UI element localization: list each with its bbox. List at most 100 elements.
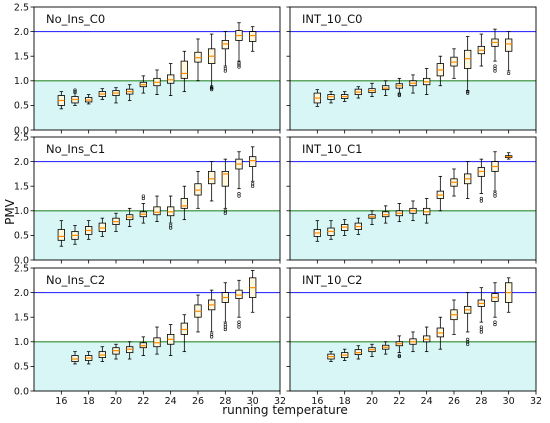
box-19	[98, 346, 106, 362]
box-16	[313, 89, 321, 107]
y-tick-label: 1.0	[14, 206, 29, 217]
box-30	[505, 152, 513, 160]
outlier-point	[479, 196, 483, 201]
box-25	[180, 314, 188, 353]
box-23	[409, 331, 417, 353]
box-22	[139, 336, 147, 356]
box-26	[450, 168, 458, 197]
box-29	[491, 28, 499, 73]
box-iqr	[167, 74, 175, 84]
box-26	[194, 294, 202, 333]
box-18	[85, 351, 93, 365]
y-tick-label: 2.5	[14, 263, 29, 274]
panel-frame	[289, 136, 537, 261]
x-tick-label: 22	[393, 396, 405, 407]
box-19	[98, 88, 106, 100]
box-26	[194, 38, 202, 82]
x-tick-label: 16	[55, 396, 67, 407]
panel-no-ins-c2: No_Ins_C2 0.0 0.5 1.0 1.5 2.0 2.5 16 18 20 22 24 26 2…	[14, 263, 286, 407]
box-22	[139, 194, 147, 224]
box-30	[249, 270, 257, 313]
x-tick-label: 32	[274, 396, 286, 407]
panel-int-10-c2: INT_10_C2 16 18 20 22 24 26 28 30 32	[286, 267, 542, 407]
x-tick-label: 18	[83, 396, 95, 407]
panel-frame	[289, 6, 537, 131]
box-16	[313, 220, 321, 242]
panel-int-10-c0: INT_10_C0	[286, 6, 537, 134]
box-17	[71, 351, 79, 365]
box-19	[354, 345, 362, 360]
box-24	[167, 195, 175, 230]
outlier-point	[466, 337, 470, 341]
x-tick-label: 30	[247, 396, 259, 407]
box-21	[126, 341, 134, 360]
panel-title: No_Ins_C1	[46, 142, 105, 156]
box-23	[409, 74, 417, 94]
box-iqr	[180, 60, 188, 79]
box-29	[491, 151, 499, 198]
outlier-point	[479, 325, 483, 329]
x-axis-label: running temperature	[222, 403, 348, 417]
box-27	[464, 292, 472, 346]
x-tick-label: 20	[366, 396, 378, 407]
box-16	[57, 91, 65, 110]
box-28	[221, 282, 229, 332]
box-29	[235, 279, 243, 329]
box-26	[450, 299, 458, 335]
x-tick-label: 24	[165, 396, 177, 407]
panel-title: INT_10_C1	[302, 142, 363, 156]
x-tick-label: 26	[448, 396, 460, 407]
y-tick-label: 0.0	[14, 255, 29, 266]
box-24	[423, 326, 431, 353]
box-16	[57, 220, 65, 247]
box-23	[153, 326, 161, 355]
box-iqr	[180, 198, 188, 209]
box-28	[477, 33, 485, 67]
box-21	[382, 205, 390, 224]
box-26	[450, 48, 458, 79]
outlier-point	[493, 191, 497, 196]
box-iqr	[235, 289, 243, 299]
panel-no-ins-c0: No_Ins_C0 0.0 0.5 1.0 1.5 2.0 2.5	[14, 2, 281, 136]
x-tick-label: 16	[311, 396, 323, 407]
box-25	[180, 50, 188, 93]
y-tick-label: 1.0	[14, 76, 29, 87]
box-21	[126, 207, 134, 227]
outlier-point	[397, 92, 401, 97]
x-tick-label: 20	[110, 396, 122, 407]
outlier-point	[251, 182, 255, 186]
outlier-point	[397, 353, 401, 358]
box-27	[464, 36, 472, 95]
box-30	[505, 31, 513, 76]
y-tick-label: 1.5	[14, 52, 29, 63]
box-27	[464, 161, 472, 199]
box-18	[341, 348, 349, 361]
box-22	[395, 77, 403, 98]
box-iqr	[249, 156, 257, 167]
box-27	[208, 33, 216, 92]
box-26	[194, 171, 202, 209]
box-29	[491, 282, 499, 327]
outlier-point	[397, 93, 401, 98]
box-iqr	[98, 222, 106, 232]
x-tick-label: 24	[421, 396, 433, 407]
box-iqr	[194, 183, 202, 196]
outlier-point	[237, 61, 241, 65]
panel-title: No_Ins_C2	[46, 273, 105, 287]
x-tick-label: 22	[137, 396, 149, 407]
box-iqr	[221, 171, 229, 187]
outlier-point	[237, 63, 241, 67]
panel-title: INT_10_C2	[302, 273, 363, 287]
box-30	[249, 26, 257, 52]
y-tick-label: 2.5	[14, 2, 29, 13]
outlier-point	[237, 320, 241, 324]
box-23	[153, 69, 161, 95]
box-24	[423, 68, 431, 95]
box-iqr	[208, 171, 216, 185]
box-iqr	[505, 38, 513, 52]
box-28	[477, 158, 485, 203]
box-19	[354, 86, 362, 99]
y-tick-label: 0.5	[14, 362, 29, 373]
outlier-point	[210, 86, 214, 90]
